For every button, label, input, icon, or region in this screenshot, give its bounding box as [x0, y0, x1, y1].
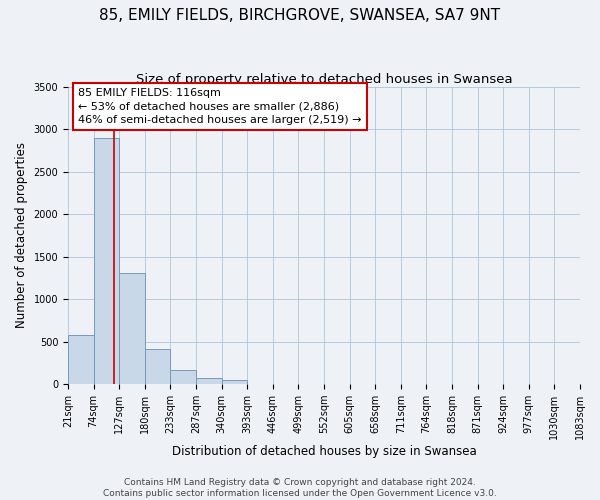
Bar [170, 370, 196, 384]
Y-axis label: Number of detached properties: Number of detached properties [15, 142, 28, 328]
Text: 85 EMILY FIELDS: 116sqm
← 53% of detached houses are smaller (2,886)
46% of semi: 85 EMILY FIELDS: 116sqm ← 53% of detache… [78, 88, 362, 124]
Bar [68, 335, 94, 384]
Bar [94, 138, 119, 384]
Bar [119, 272, 145, 384]
Text: Contains HM Land Registry data © Crown copyright and database right 2024.
Contai: Contains HM Land Registry data © Crown c… [103, 478, 497, 498]
Title: Size of property relative to detached houses in Swansea: Size of property relative to detached ho… [136, 72, 512, 86]
Bar [221, 380, 247, 384]
Text: 85, EMILY FIELDS, BIRCHGROVE, SWANSEA, SA7 9NT: 85, EMILY FIELDS, BIRCHGROVE, SWANSEA, S… [100, 8, 500, 22]
Bar [196, 378, 221, 384]
Bar [145, 349, 170, 384]
X-axis label: Distribution of detached houses by size in Swansea: Distribution of detached houses by size … [172, 444, 476, 458]
